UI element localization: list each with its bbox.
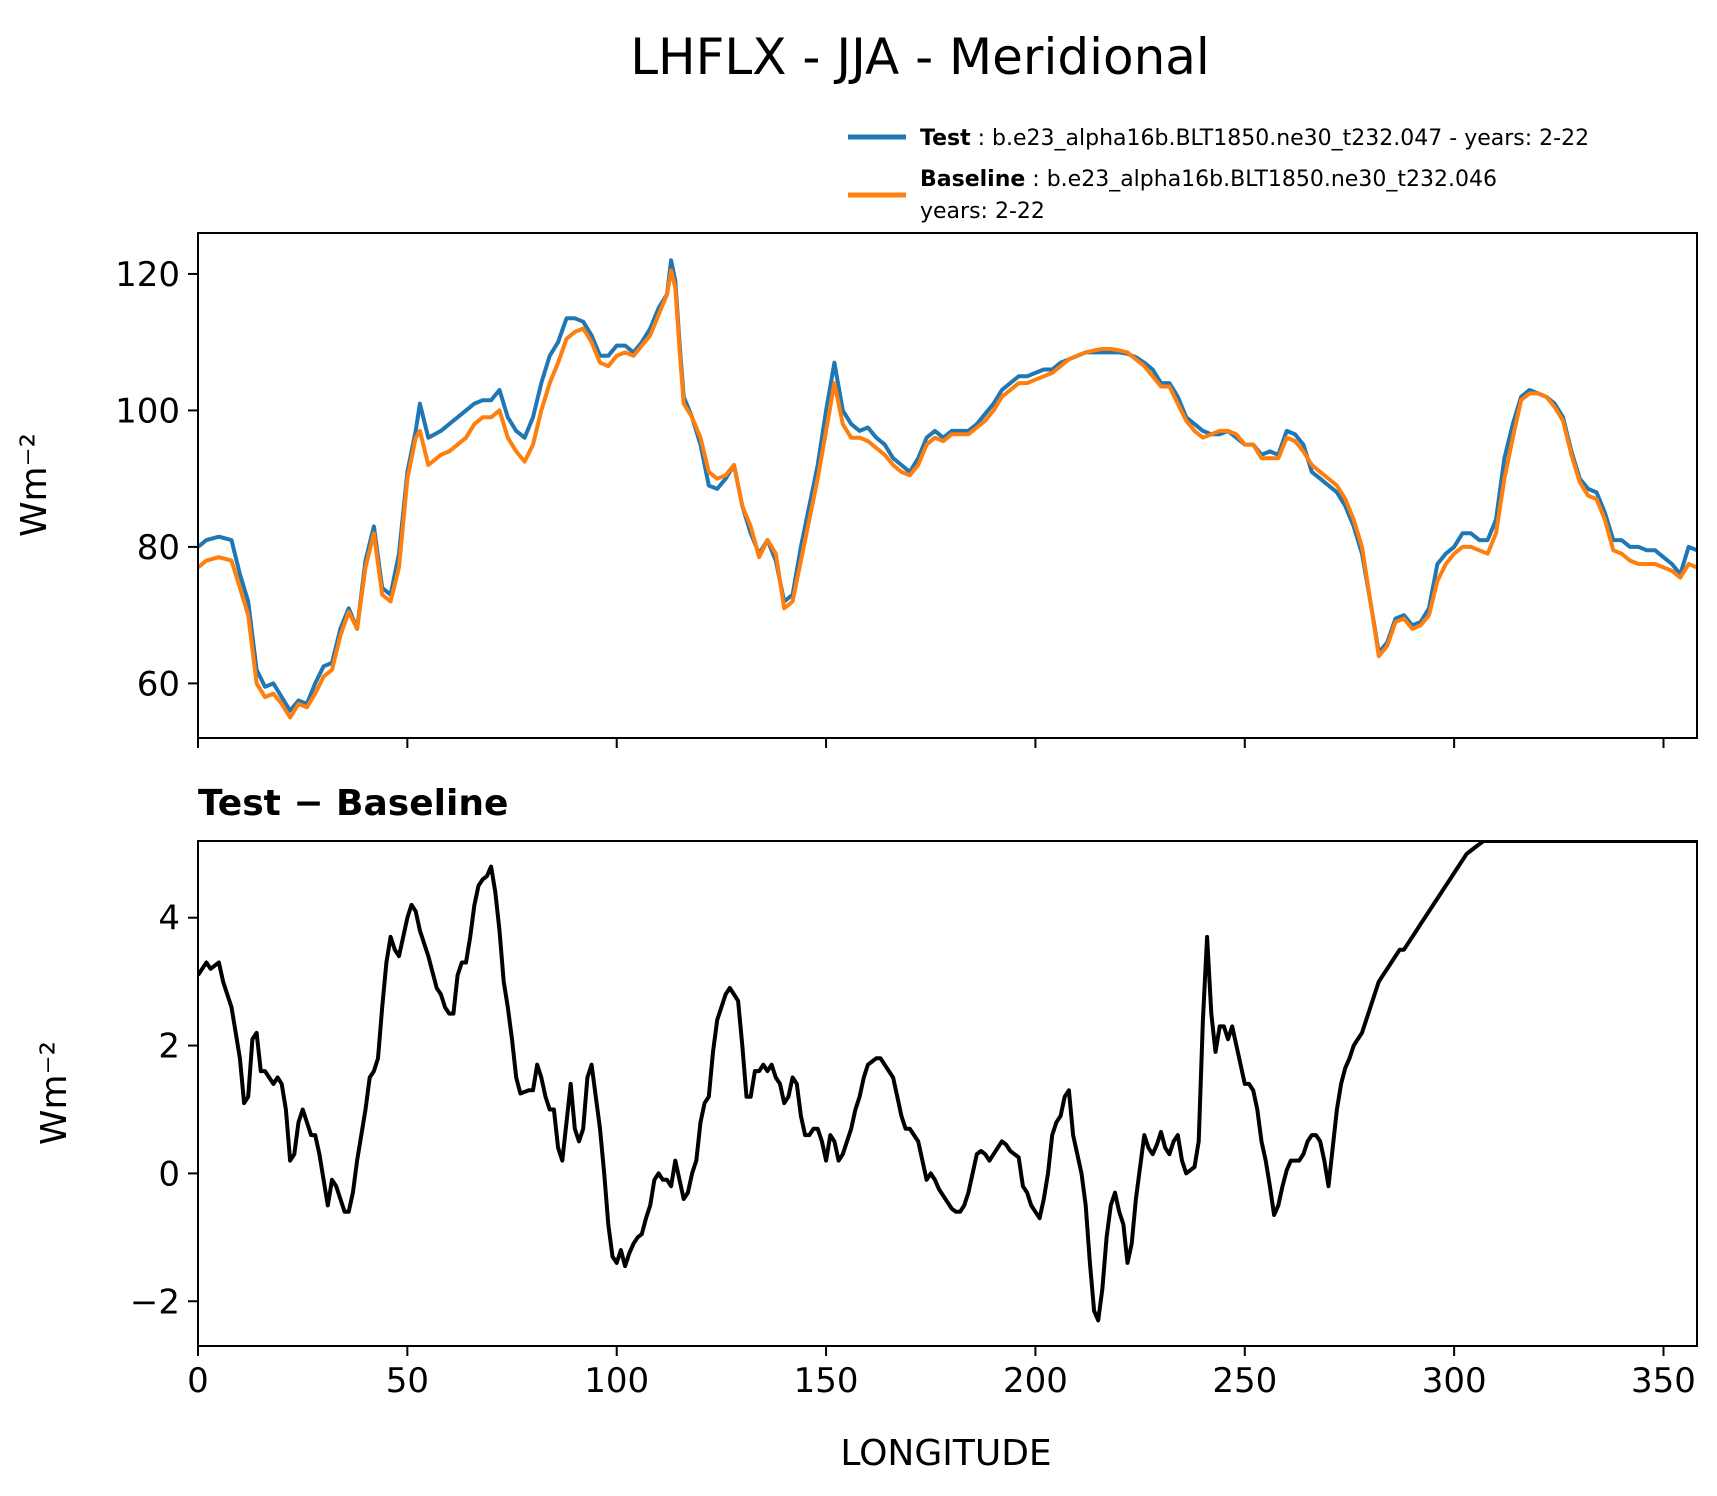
y-axis-label: Wm⁻²	[14, 433, 55, 537]
series-line-test-baseline	[198, 841, 1697, 1323]
series-line-test	[198, 258, 1697, 713]
y-axis-label: Wm⁻²	[34, 1041, 75, 1145]
y-tick-label: 120	[115, 255, 180, 295]
y-tick-label: 80	[137, 528, 180, 568]
x-tick-label: 0	[187, 1361, 209, 1401]
x-tick-label: 350	[1631, 1361, 1696, 1401]
legend-test-name: Test	[920, 126, 971, 151]
legend: Test : b.e23_alpha16b.BLT1850.ne30_t232.…	[848, 126, 1589, 224]
y-tick-label: 60	[137, 664, 180, 704]
plot-frame	[197, 840, 1698, 1347]
legend-baseline-years: years: 2-22	[920, 199, 1045, 224]
x-axis-label: LONGITUDE	[840, 1433, 1051, 1474]
legend-test-text: : b.e23_alpha16b.BLT1850.ne30_t232.047 -…	[978, 126, 1589, 151]
chart-title: LHFLX - JJA - Meridional	[630, 28, 1210, 86]
y-tick-label: 0	[158, 1154, 180, 1194]
x-tick-label: 250	[1212, 1361, 1277, 1401]
top-panel: 60 80 100 120 Wm⁻²	[14, 232, 1698, 748]
legend-baseline-name: Baseline	[920, 167, 1025, 192]
y-tick-label: 2	[158, 1027, 180, 1067]
diff-panel-title: Test − Baseline	[198, 783, 508, 824]
y-tick-label: 4	[158, 899, 180, 939]
x-tick-label: 150	[794, 1361, 859, 1401]
x-tick-label: 300	[1422, 1361, 1487, 1401]
x-tick-label: 50	[386, 1361, 429, 1401]
x-tick-label: 100	[584, 1361, 649, 1401]
legend-baseline-text: : b.e23_alpha16b.BLT1850.ne30_t232.046	[1032, 167, 1497, 192]
legend-entry-test: Test : b.e23_alpha16b.BLT1850.ne30_t232.…	[920, 126, 1589, 151]
y-tick-label: 100	[115, 391, 180, 431]
x-tick-label: 200	[1003, 1361, 1068, 1401]
y-tick-label: −2	[130, 1282, 180, 1322]
legend-entry-baseline: Baseline : b.e23_alpha16b.BLT1850.ne30_t…	[920, 167, 1497, 192]
series-line-baseline	[198, 268, 1697, 720]
plot-frame	[197, 232, 1698, 739]
